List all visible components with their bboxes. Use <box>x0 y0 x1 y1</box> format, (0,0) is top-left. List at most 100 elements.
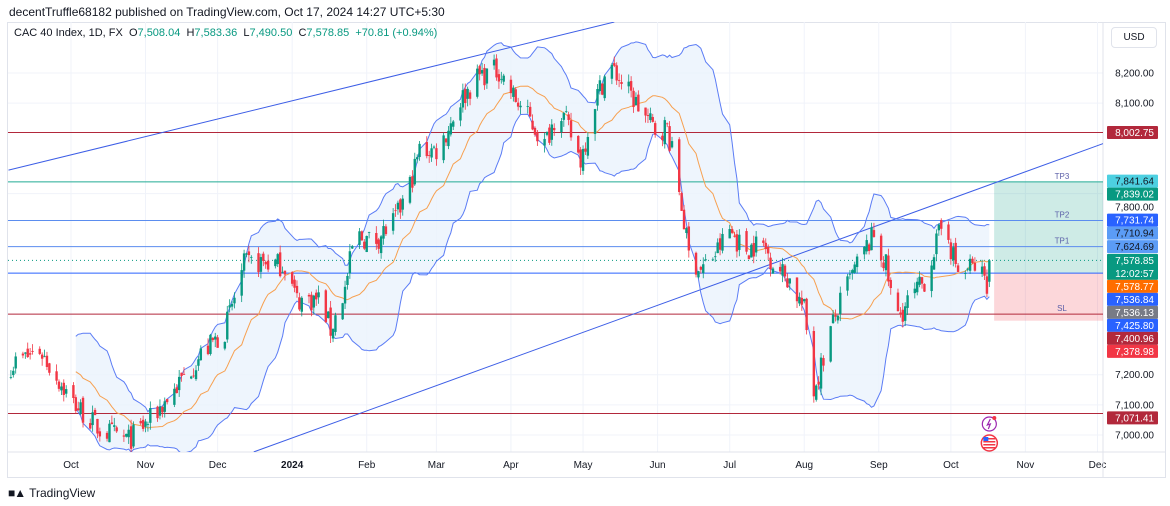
candle-body <box>947 224 950 240</box>
candle <box>795 277 799 308</box>
candle-body <box>399 199 402 213</box>
candle-body <box>132 424 135 447</box>
candle-body <box>738 234 741 250</box>
candle-body <box>786 278 789 288</box>
candle <box>846 273 849 296</box>
candle-body <box>509 79 513 94</box>
x-tick-label: Dec <box>1089 460 1107 471</box>
candle-body <box>394 210 397 212</box>
x-tick-label: May <box>574 460 593 471</box>
x-tick-label: Apr <box>503 460 519 471</box>
candle-body <box>872 230 876 237</box>
candle <box>418 140 421 161</box>
candle-body <box>449 123 453 135</box>
candle-body <box>485 68 489 84</box>
candle-body <box>144 421 147 427</box>
candle <box>442 132 445 164</box>
candle <box>175 384 178 394</box>
candle <box>781 257 784 283</box>
candle-body <box>699 266 703 270</box>
price-axis-label-text: 7,378.98 <box>1115 347 1154 358</box>
candle <box>896 288 900 312</box>
symbol-label[interactable]: CAC 40 Index, 1D, FX <box>14 27 123 39</box>
candle-body <box>113 425 116 427</box>
x-tick-label: Dec <box>209 460 227 471</box>
candle-body <box>644 107 647 116</box>
candle-body <box>483 67 486 86</box>
candle-body <box>680 192 683 211</box>
candle <box>40 352 44 366</box>
candle <box>586 132 590 159</box>
countdown-text: 12:02:57 <box>1115 269 1154 280</box>
x-tick-label: Sep <box>870 460 888 471</box>
flag-stripe <box>983 447 996 449</box>
candle <box>721 228 724 254</box>
price-axis-label: 7,841.64 <box>1107 174 1158 188</box>
candle <box>401 195 404 216</box>
candle <box>533 126 537 137</box>
candle-body <box>562 112 566 120</box>
candle-body <box>127 429 130 438</box>
footer-brand[interactable]: TradingView <box>29 486 96 500</box>
candle <box>399 198 402 219</box>
candle-body <box>228 305 231 308</box>
candle <box>132 421 135 449</box>
candle <box>526 99 529 114</box>
candle <box>754 231 758 257</box>
price-axis-label-text: 7,839.02 <box>1115 190 1154 201</box>
candle <box>89 418 92 430</box>
candle-body <box>711 259 715 261</box>
candle <box>396 200 400 215</box>
candle-body <box>834 315 837 317</box>
candle <box>812 326 816 403</box>
candle <box>899 307 902 318</box>
candle-body <box>579 149 582 168</box>
candle <box>206 338 210 356</box>
candle <box>863 246 866 260</box>
candle-body <box>177 376 181 391</box>
candle-body <box>839 292 842 315</box>
candle-body <box>528 106 532 117</box>
candle-body <box>899 312 902 314</box>
candle <box>495 54 498 81</box>
candle <box>788 278 791 291</box>
candle <box>312 294 316 315</box>
candle <box>452 119 455 131</box>
candle <box>901 302 904 328</box>
candle-body <box>182 373 186 375</box>
candle <box>276 253 279 268</box>
candle <box>834 309 837 322</box>
candle <box>127 424 130 444</box>
candle-body <box>916 281 919 293</box>
candle <box>180 372 183 382</box>
candle <box>177 369 181 397</box>
candle <box>96 418 99 439</box>
currency-button[interactable]: USD <box>1111 27 1157 48</box>
candle-body <box>163 401 166 412</box>
candle <box>459 103 462 127</box>
candle-body <box>519 105 522 108</box>
candle-body <box>293 279 296 288</box>
price-axis-label-bg <box>1107 305 1158 319</box>
candle-body <box>954 242 957 265</box>
candle-body <box>750 244 753 258</box>
price-axis-label-text: 7,710.94 <box>1115 229 1154 240</box>
candle <box>762 237 765 247</box>
candle-body <box>543 138 546 146</box>
candle <box>298 292 301 312</box>
candle <box>228 299 231 313</box>
candle-body <box>141 419 145 429</box>
candle <box>678 137 681 196</box>
candle-body <box>442 135 445 161</box>
candle <box>661 132 664 147</box>
candle <box>680 191 683 211</box>
candle-body <box>754 236 758 253</box>
x-tick-label: Aug <box>795 460 813 471</box>
candle <box>649 107 652 123</box>
candle-body <box>382 226 385 239</box>
candle <box>358 228 361 250</box>
candle-body <box>96 418 99 434</box>
candle-body <box>730 229 734 233</box>
candle-body <box>497 74 501 82</box>
